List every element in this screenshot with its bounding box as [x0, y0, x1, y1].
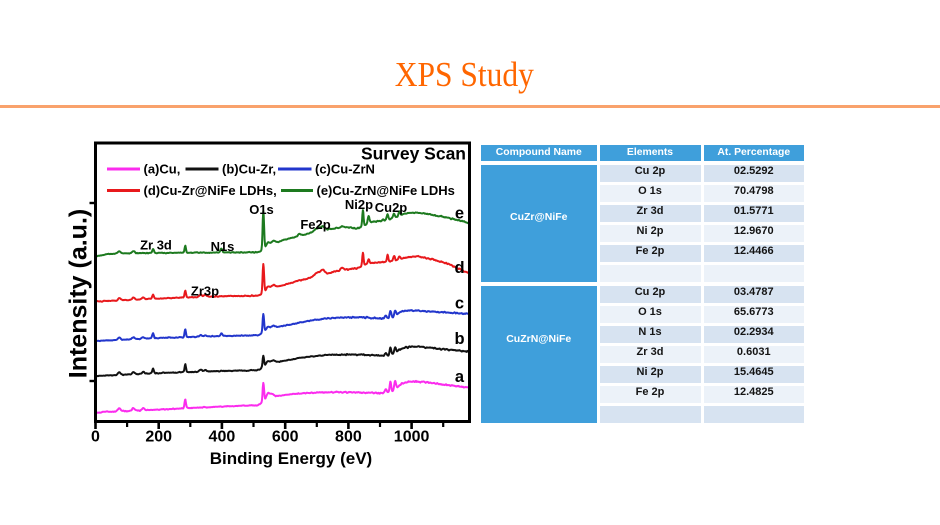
- svg-text:(e)Cu-ZrN@NiFe LDHs: (e)Cu-ZrN@NiFe LDHs: [317, 183, 455, 198]
- svg-text:a: a: [455, 368, 465, 386]
- svg-text:Cu2p: Cu2p: [375, 200, 408, 215]
- svg-text:(b)Cu-Zr,: (b)Cu-Zr,: [222, 162, 276, 177]
- svg-text:Fe2p: Fe2p: [300, 217, 330, 232]
- svg-text:(a)Cu,: (a)Cu,: [144, 162, 181, 177]
- svg-text:400: 400: [209, 429, 236, 446]
- svg-text:Ni2p: Ni2p: [345, 197, 373, 212]
- svg-text:d: d: [454, 259, 464, 277]
- svg-text:200: 200: [145, 429, 172, 446]
- svg-text:600: 600: [272, 429, 299, 446]
- svg-text:Survey Scan: Survey Scan: [361, 144, 466, 164]
- svg-text:800: 800: [335, 429, 362, 446]
- svg-text:1000: 1000: [394, 429, 430, 446]
- svg-text:O1s: O1s: [249, 202, 274, 217]
- svg-text:Binding Energy (eV): Binding Energy (eV): [210, 449, 372, 468]
- svg-text:c: c: [455, 295, 464, 313]
- svg-text:Zr 3d: Zr 3d: [140, 238, 172, 253]
- svg-text:0: 0: [91, 429, 100, 446]
- svg-text:Zr3p: Zr3p: [191, 284, 219, 299]
- svg-text:(d)Cu-Zr@NiFe LDHs,: (d)Cu-Zr@NiFe LDHs,: [144, 183, 277, 198]
- svg-text:Intensity (a.u.): Intensity (a.u.): [65, 209, 93, 378]
- svg-text:(c)Cu-ZrN: (c)Cu-ZrN: [315, 162, 375, 177]
- svg-text:e: e: [455, 205, 464, 223]
- svg-text:N1s: N1s: [211, 239, 235, 254]
- svg-text:b: b: [454, 330, 464, 348]
